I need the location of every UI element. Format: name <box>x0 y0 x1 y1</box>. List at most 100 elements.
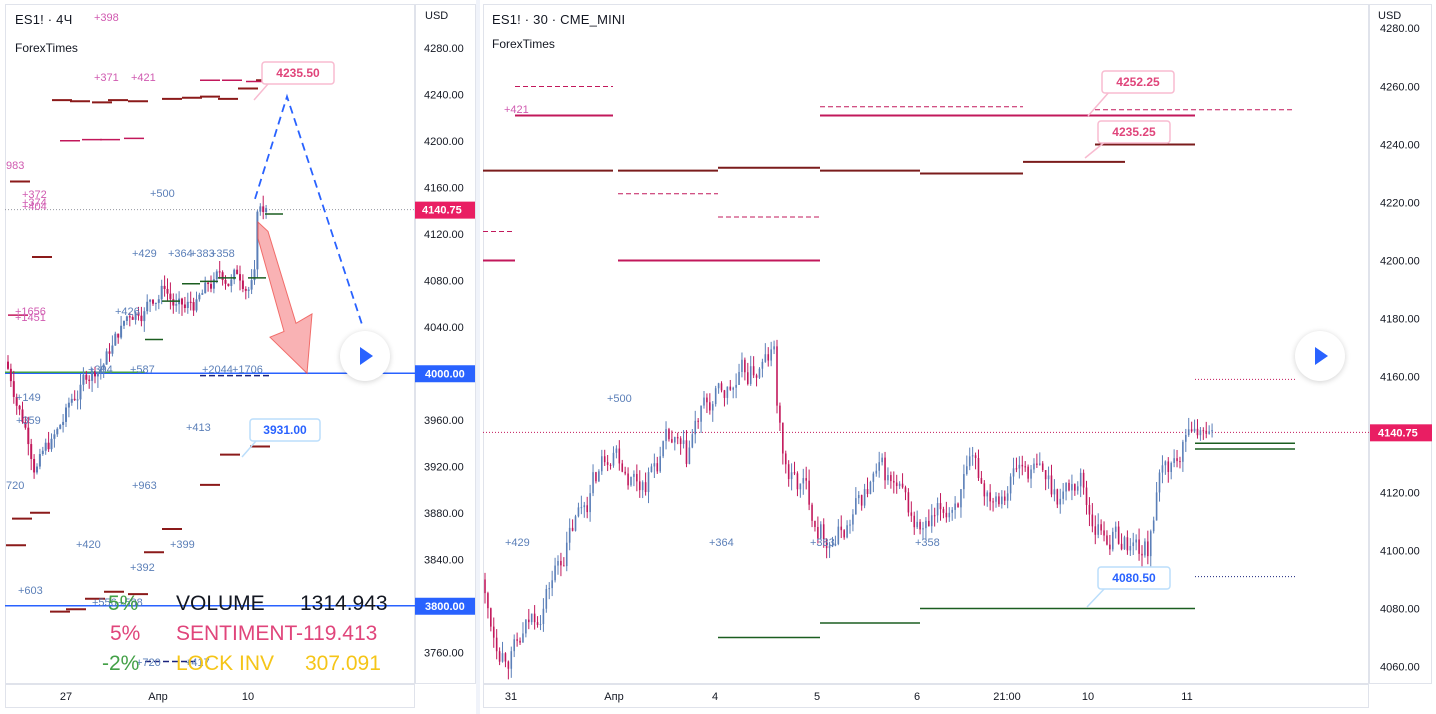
right-price-tick-label: 4080.00 <box>1380 604 1420 616</box>
right-candle-body <box>609 464 612 466</box>
left-price-tick-label: 4120.00 <box>424 229 464 241</box>
right-candle-body <box>805 478 807 481</box>
right-candle-body <box>703 397 705 406</box>
left-callout-box <box>261 61 335 85</box>
right-candle-body <box>694 420 697 435</box>
left-candle-body <box>47 442 50 450</box>
right-time-tick-label: 6 <box>914 691 920 703</box>
right-price-tick-label: 4160.00 <box>1380 372 1420 384</box>
right-candle-body <box>548 588 551 590</box>
left-candle-body <box>207 282 210 285</box>
left-last-price-badge <box>415 201 475 219</box>
right-chart-canvas[interactable]: 4280.00 4260.00 4240.00 4220.00 4200.00 4180.… <box>480 0 1436 714</box>
right-candle-body <box>533 613 536 623</box>
left-candle-body <box>82 374 85 385</box>
pane-divider[interactable] <box>476 0 480 714</box>
left-annotation-blue: +963 <box>132 480 157 492</box>
stat-volume-label: VOLUME <box>176 592 265 615</box>
left-candle-body <box>15 396 18 406</box>
left-candle-body <box>88 379 91 381</box>
left-candle-body <box>105 351 108 365</box>
right-candle-body <box>1003 496 1006 501</box>
right-price-tick-label: 4100.00 <box>1380 546 1420 558</box>
right-price-axis[interactable] <box>1369 4 1432 684</box>
left-candle-body <box>236 269 239 275</box>
left-annotation-blue: +383 <box>190 248 215 260</box>
left-candle-body <box>201 293 204 295</box>
left-candle-body <box>195 299 198 311</box>
right-candle-body <box>1039 463 1041 465</box>
left-candle-body <box>18 405 21 410</box>
right-candle-body <box>1164 461 1167 466</box>
left-plot-frame <box>5 4 415 684</box>
right-annotation: +383 <box>810 537 835 549</box>
left-candle-body <box>128 316 131 318</box>
right-candle-body <box>933 515 936 517</box>
right-candle-body <box>659 456 661 472</box>
right-candle-body <box>992 501 994 503</box>
left-candle-body <box>7 361 9 369</box>
right-candle-body <box>510 651 513 669</box>
right-callout-pointer <box>1084 140 1107 159</box>
right-candle-body <box>603 456 606 463</box>
right-callout-box <box>1097 566 1171 590</box>
right-candle-body <box>808 480 810 505</box>
right-candle-body <box>738 371 740 385</box>
left-annotation-pink: +1656 <box>15 306 46 318</box>
left-candle-body <box>125 316 128 322</box>
right-candle-body <box>890 475 892 482</box>
right-candle-body <box>1015 468 1018 470</box>
left-chart-canvas[interactable]: 4280.00 4240.00 4200.00 4160.00 4120.00 4080.… <box>0 0 476 714</box>
right-candle-body <box>831 545 834 547</box>
left-replay-button[interactable] <box>340 331 390 381</box>
right-candle-body <box>1155 492 1158 521</box>
right-annotation: +500 <box>607 393 632 405</box>
stat-sentiment-label: SENTIMENT <box>176 622 298 645</box>
right-candle-body <box>755 375 758 378</box>
left-annotation-pink: +404 <box>22 201 47 213</box>
right-candle-body <box>1161 465 1164 473</box>
right-candle-body <box>1208 431 1210 434</box>
right-candle-body <box>519 640 521 643</box>
right-candle-body <box>1135 539 1137 543</box>
right-candle-body <box>504 653 507 662</box>
stat-sentiment-pct: 5% <box>110 622 141 645</box>
right-candle-body <box>554 565 556 581</box>
left-annotation-blue: +394 <box>88 364 113 376</box>
right-candle-body <box>598 471 600 482</box>
right-candle-body <box>825 539 828 549</box>
right-candle-body <box>688 447 691 464</box>
right-candle-body <box>1050 475 1053 495</box>
right-candle-body <box>621 463 624 472</box>
left-chart-pane[interactable]: 4280.00 4240.00 4200.00 4160.00 4120.00 4080.… <box>0 0 476 714</box>
right-candle-body <box>577 507 580 517</box>
left-annotation-blue: +587 <box>130 364 155 376</box>
left-candle-body <box>96 372 99 377</box>
right-candle-body <box>671 439 673 443</box>
right-candle-body <box>802 478 805 484</box>
stat-volume-pct: 5% <box>108 592 139 615</box>
right-candle-body <box>957 503 959 508</box>
right-time-tick-label: 5 <box>814 691 820 703</box>
left-annotation-blue: +603 <box>18 585 43 597</box>
right-candle-body <box>834 544 837 546</box>
right-time-axis[interactable] <box>483 684 1369 708</box>
right-price-tick-label: 4240.00 <box>1380 140 1420 152</box>
left-candle-body <box>143 311 146 322</box>
left-annotation-pink: +1451 <box>15 312 46 324</box>
left-candle-body <box>21 409 24 422</box>
left-candle-body <box>9 368 12 382</box>
left-price-axis[interactable] <box>415 4 476 684</box>
right-chart-pane[interactable]: 4280.00 4260.00 4240.00 4220.00 4200.00 4180.… <box>480 0 1436 714</box>
right-symbol-title: ES1! · 30 · CME_MINI <box>492 12 626 27</box>
right-candle-body <box>1018 464 1021 469</box>
left-candle-body <box>241 280 244 289</box>
left-candle-body <box>157 299 160 303</box>
play-icon <box>1315 347 1328 365</box>
right-candle-body <box>545 588 548 609</box>
right-replay-button[interactable] <box>1295 331 1345 381</box>
right-candle-body <box>790 472 793 480</box>
left-time-axis[interactable] <box>5 684 415 708</box>
left-candle-body <box>189 301 192 303</box>
right-candle-body <box>1091 514 1094 527</box>
